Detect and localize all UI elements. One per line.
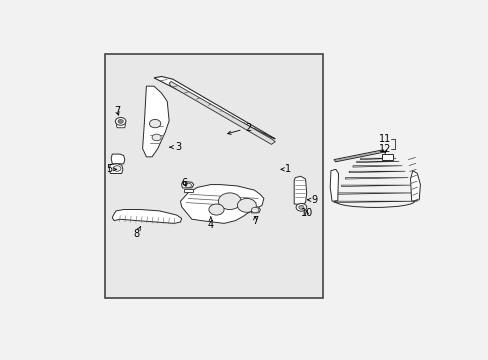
Text: 5: 5 — [106, 164, 116, 174]
Circle shape — [118, 120, 123, 123]
Polygon shape — [382, 154, 392, 159]
Text: 3: 3 — [169, 142, 182, 152]
Text: 7: 7 — [251, 216, 258, 226]
Polygon shape — [341, 185, 410, 186]
Polygon shape — [184, 189, 193, 192]
Circle shape — [251, 207, 259, 213]
Text: 4: 4 — [207, 217, 213, 230]
Text: 11: 11 — [378, 134, 390, 144]
Polygon shape — [181, 182, 193, 188]
Polygon shape — [250, 207, 260, 213]
Text: 10: 10 — [300, 208, 312, 218]
Text: 2: 2 — [227, 123, 251, 134]
Polygon shape — [356, 161, 398, 163]
Polygon shape — [352, 166, 401, 167]
Polygon shape — [142, 86, 169, 157]
Polygon shape — [294, 176, 306, 204]
Polygon shape — [348, 171, 405, 173]
Polygon shape — [333, 201, 416, 203]
Polygon shape — [333, 150, 383, 162]
Circle shape — [113, 166, 121, 171]
Circle shape — [218, 193, 241, 210]
FancyBboxPatch shape — [104, 54, 322, 298]
Circle shape — [295, 203, 306, 211]
Circle shape — [208, 204, 224, 215]
Circle shape — [152, 134, 161, 141]
Text: 8: 8 — [133, 226, 140, 239]
Polygon shape — [111, 154, 124, 164]
Text: 9: 9 — [307, 195, 317, 205]
Circle shape — [185, 183, 191, 188]
Text: 1: 1 — [281, 164, 290, 174]
Polygon shape — [180, 185, 264, 223]
Polygon shape — [116, 122, 125, 128]
Circle shape — [237, 198, 256, 212]
Text: 12: 12 — [378, 144, 390, 154]
Polygon shape — [169, 81, 275, 144]
Circle shape — [149, 120, 161, 128]
Text: 7: 7 — [114, 106, 120, 116]
Polygon shape — [337, 193, 413, 194]
Text: 6: 6 — [181, 178, 187, 188]
Circle shape — [115, 117, 126, 125]
Polygon shape — [329, 169, 338, 201]
Polygon shape — [112, 210, 181, 223]
Polygon shape — [360, 158, 395, 159]
Polygon shape — [345, 177, 407, 179]
Circle shape — [298, 205, 304, 209]
Polygon shape — [109, 164, 122, 174]
Polygon shape — [410, 171, 420, 201]
Polygon shape — [154, 76, 275, 139]
